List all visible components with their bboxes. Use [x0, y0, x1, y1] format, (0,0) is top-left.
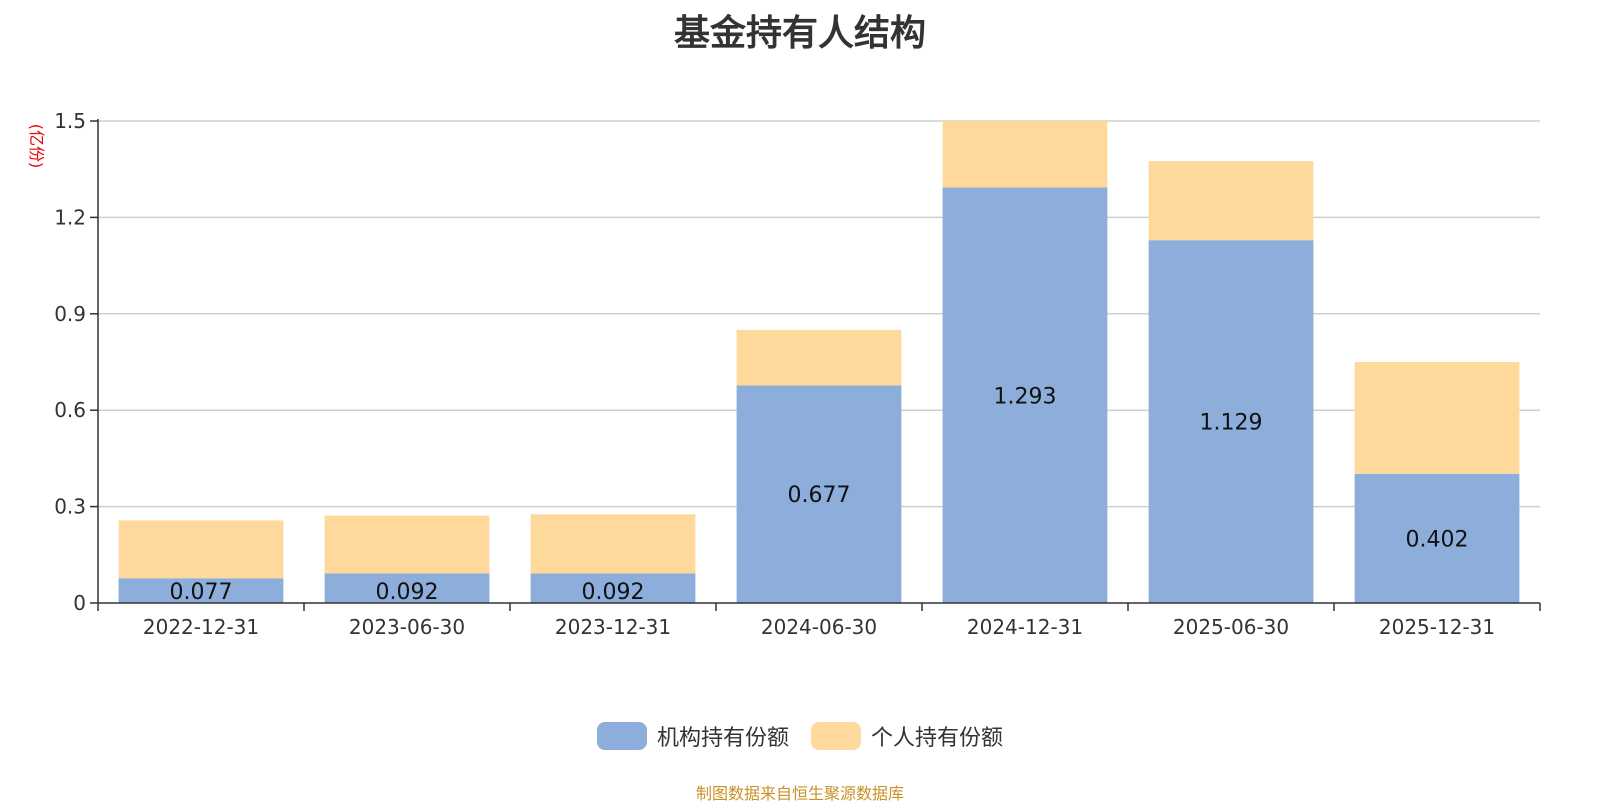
data-label-institutional: 0.077 — [170, 580, 233, 605]
x-tick-label: 2023-12-31 — [555, 615, 671, 639]
axes: 0 0.3 0.6 0.9 1.2 1.5 (亿份) 2022-12-31 2023-06-30… — [27, 109, 1541, 639]
bar-institutional[interactable] — [118, 578, 284, 603]
data-label-institutional: 0.092 — [376, 580, 439, 605]
data-label-institutional: 0.092 — [582, 580, 645, 605]
bar-individual[interactable] — [736, 329, 902, 386]
source-note: 制图数据来自恒生聚源数据库 — [695, 784, 904, 803]
bar-group — [118, 121, 1520, 604]
legend-swatch-institutional — [596, 722, 647, 750]
x-tick-label: 2025-06-30 — [1173, 615, 1289, 639]
y-unit-label: (亿份) — [27, 124, 46, 169]
y-tick-label: 0 — [73, 591, 86, 615]
bar-individual[interactable] — [1354, 362, 1520, 474]
bar-institutional[interactable] — [1148, 240, 1314, 603]
bar-institutional[interactable] — [942, 187, 1108, 604]
bar-individual[interactable] — [1148, 161, 1314, 241]
x-tick-label: 2025-12-31 — [1379, 615, 1495, 639]
legend-item-institutional[interactable]: 机构持有份额 — [596, 720, 789, 752]
bar-individual[interactable] — [530, 514, 696, 574]
bar-individual[interactable] — [118, 520, 284, 579]
x-tick-label: 2024-12-31 — [967, 615, 1083, 639]
data-label-institutional: 1.293 — [994, 384, 1057, 409]
y-tick-label: 0.6 — [54, 398, 86, 422]
legend-swatch-individual — [811, 722, 861, 750]
legend-item-individual[interactable]: 个人持有份额 — [811, 720, 1003, 752]
x-tick-label: 2022-12-31 — [143, 615, 259, 639]
bar-institutional[interactable] — [736, 385, 902, 603]
data-labels: 0.077 0.092 0.092 0.677 1.293 1.129 0.402 — [170, 384, 1469, 605]
bar-institutional[interactable] — [324, 573, 490, 603]
legend-label-institutional: 机构持有份额 — [656, 726, 789, 751]
bar-institutional[interactable] — [530, 573, 696, 603]
bar-individual[interactable] — [942, 121, 1108, 188]
y-tick-label: 1.2 — [54, 205, 86, 229]
x-tick-label: 2024-06-30 — [761, 615, 877, 639]
y-tick-label: 1.5 — [54, 109, 86, 133]
chart-title: 基金持有人结构 — [673, 13, 926, 54]
x-tick-label: 2023-06-30 — [349, 615, 465, 639]
legend: 机构持有份额 个人持有份额 — [0, 720, 1600, 752]
bar-individual[interactable] — [324, 515, 490, 574]
data-label-institutional: 0.402 — [1406, 527, 1469, 552]
bar-institutional[interactable] — [1354, 473, 1520, 603]
data-label-institutional: 1.129 — [1200, 411, 1263, 436]
legend-label-individual: 个人持有份额 — [871, 726, 1004, 751]
data-label-institutional: 0.677 — [788, 483, 851, 508]
y-tick-label: 0.9 — [54, 302, 86, 326]
y-tick-label: 0.3 — [54, 495, 86, 519]
